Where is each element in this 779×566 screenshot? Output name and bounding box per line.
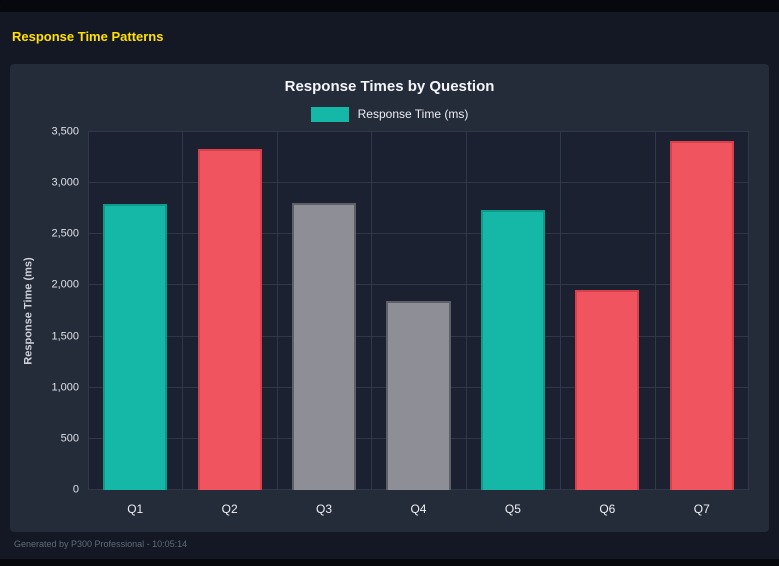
x-tick-label: Q7 [693, 502, 710, 516]
y-tick-label: 1,000 [51, 381, 79, 394]
footer-text: Generated by P300 Professional - 10:05:1… [14, 539, 188, 549]
gridline-vertical [276, 132, 278, 490]
y-tick-label: 1,500 [51, 330, 79, 343]
y-tick-label: 0 [72, 483, 79, 496]
gridline-horizontal [88, 284, 749, 286]
legend-label: Response Time (ms) [357, 107, 469, 121]
x-tick-label: Q6 [599, 502, 616, 516]
chart-body: Response Time (ms) 0 500 1,000 1,500 2,000 2,… [10, 126, 769, 528]
window-titlebar [0, 0, 779, 12]
gridline-vertical [182, 132, 184, 490]
y-tick-label: 2,000 [51, 278, 79, 291]
y-axis-title: Response Time (ms) [23, 257, 36, 365]
gridline-vertical [654, 132, 656, 490]
bar-q6[interactable] [575, 289, 640, 490]
gridline-vertical [465, 132, 467, 490]
page-header: Response Time Patterns [0, 12, 779, 64]
legend-swatch [310, 106, 349, 122]
x-tick-label: Q2 [221, 502, 238, 516]
bar-q5[interactable] [480, 209, 546, 490]
x-axis-labels: Q1 Q2 Q3 Q4 Q5 Q6 Q7 [88, 490, 749, 528]
x-tick-label: Q4 [410, 502, 427, 516]
x-tick-label: Q1 [127, 502, 144, 516]
y-tick-label: 3,500 [51, 125, 79, 138]
chart-title: Response Times by Question [284, 78, 495, 95]
bar-q1[interactable] [103, 203, 168, 490]
chart-panel: Response Times by Question Response Time… [10, 64, 769, 532]
gridline-horizontal [88, 182, 749, 184]
chart-legend[interactable]: Response Time (ms) [10, 104, 769, 124]
y-axis-ticks: 0 500 1,000 1,500 2,000 2,500 3,000 3,500 [40, 126, 88, 495]
y-tick-label: 2,500 [51, 227, 79, 240]
gridline-vertical [371, 132, 373, 490]
bar-q7[interactable] [669, 141, 734, 490]
x-tick-label: Q3 [316, 502, 333, 516]
gridline-vertical [748, 132, 749, 490]
y-tick-label: 500 [60, 432, 79, 445]
x-tick-label: Q5 [504, 502, 521, 516]
gridline-horizontal [88, 131, 749, 132]
page-title: Response Time Patterns [12, 29, 164, 44]
y-tick-label: 3,000 [51, 176, 79, 189]
gridline-vertical [560, 132, 562, 490]
bar-q2[interactable] [197, 149, 262, 490]
gridline-horizontal [88, 233, 749, 235]
plot-area [88, 131, 749, 490]
bar-q3[interactable] [291, 202, 357, 490]
gridline-vertical [88, 132, 89, 490]
bar-q4[interactable] [386, 300, 451, 490]
plot-wrap: Q1 Q2 Q3 Q4 Q5 Q6 Q7 [88, 131, 749, 528]
window-bottombar [0, 559, 779, 566]
